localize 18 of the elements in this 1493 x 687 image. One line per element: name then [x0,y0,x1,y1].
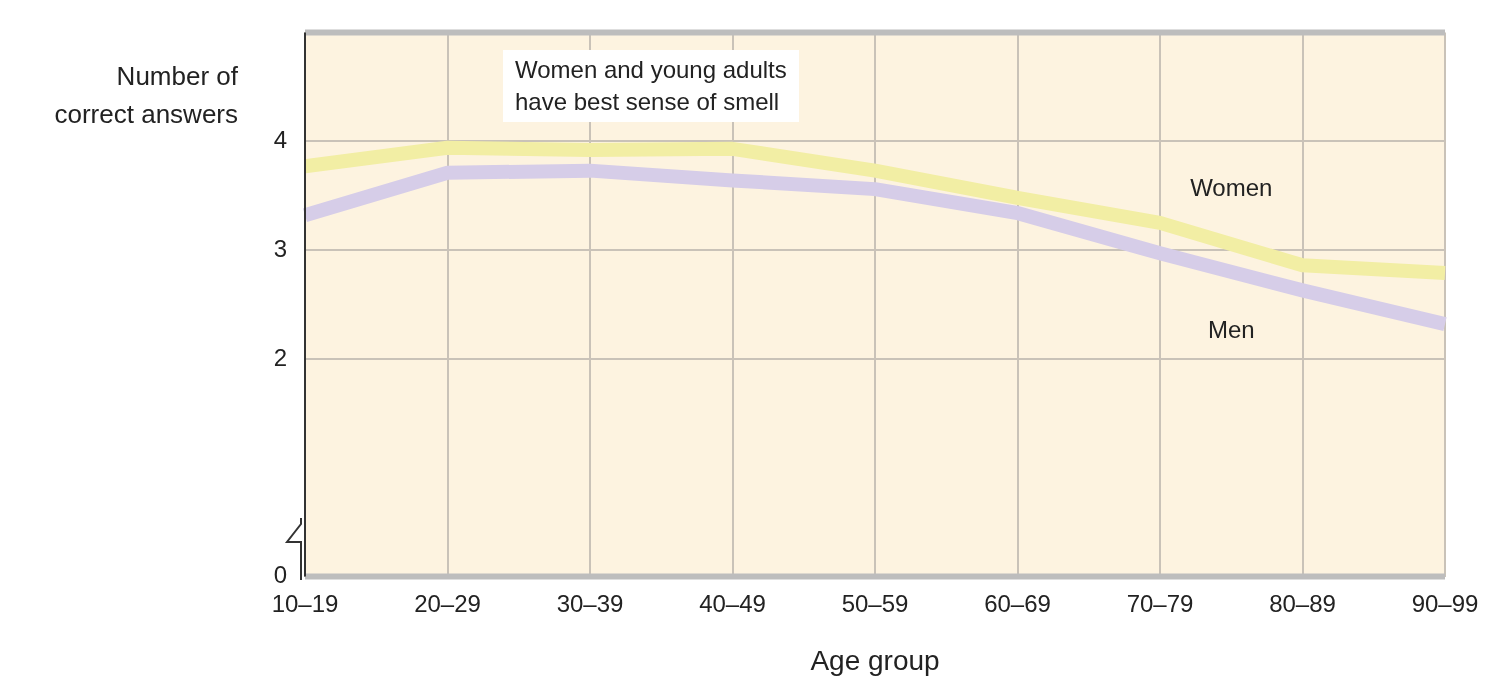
x-axis-title: Age group [810,644,940,676]
y-tick-label: 0 [273,561,287,589]
annotation: Women and young adults have best sense of smell [503,50,799,122]
x-tick-label: 50–59 [841,589,909,617]
y-tick-label: 2 [273,343,287,371]
y-tick-label: 4 [273,125,287,153]
series-label: Women [1190,173,1273,201]
x-tick-label: 90–99 [1411,589,1479,617]
y-axis-title: Number of correct answers [54,61,239,130]
x-tick-label: 20–29 [414,589,481,617]
x-tick-label: 70–79 [1126,589,1194,617]
x-tick-label: 40–49 [699,589,766,617]
x-tick-label: 80–89 [1269,589,1336,617]
x-tick-label: 30–39 [556,589,624,617]
x-tick-label: 10–19 [271,589,339,617]
x-tick-label: 60–69 [984,589,1051,617]
y-tick-label: 3 [273,234,287,262]
series-label: Men [1207,316,1255,344]
